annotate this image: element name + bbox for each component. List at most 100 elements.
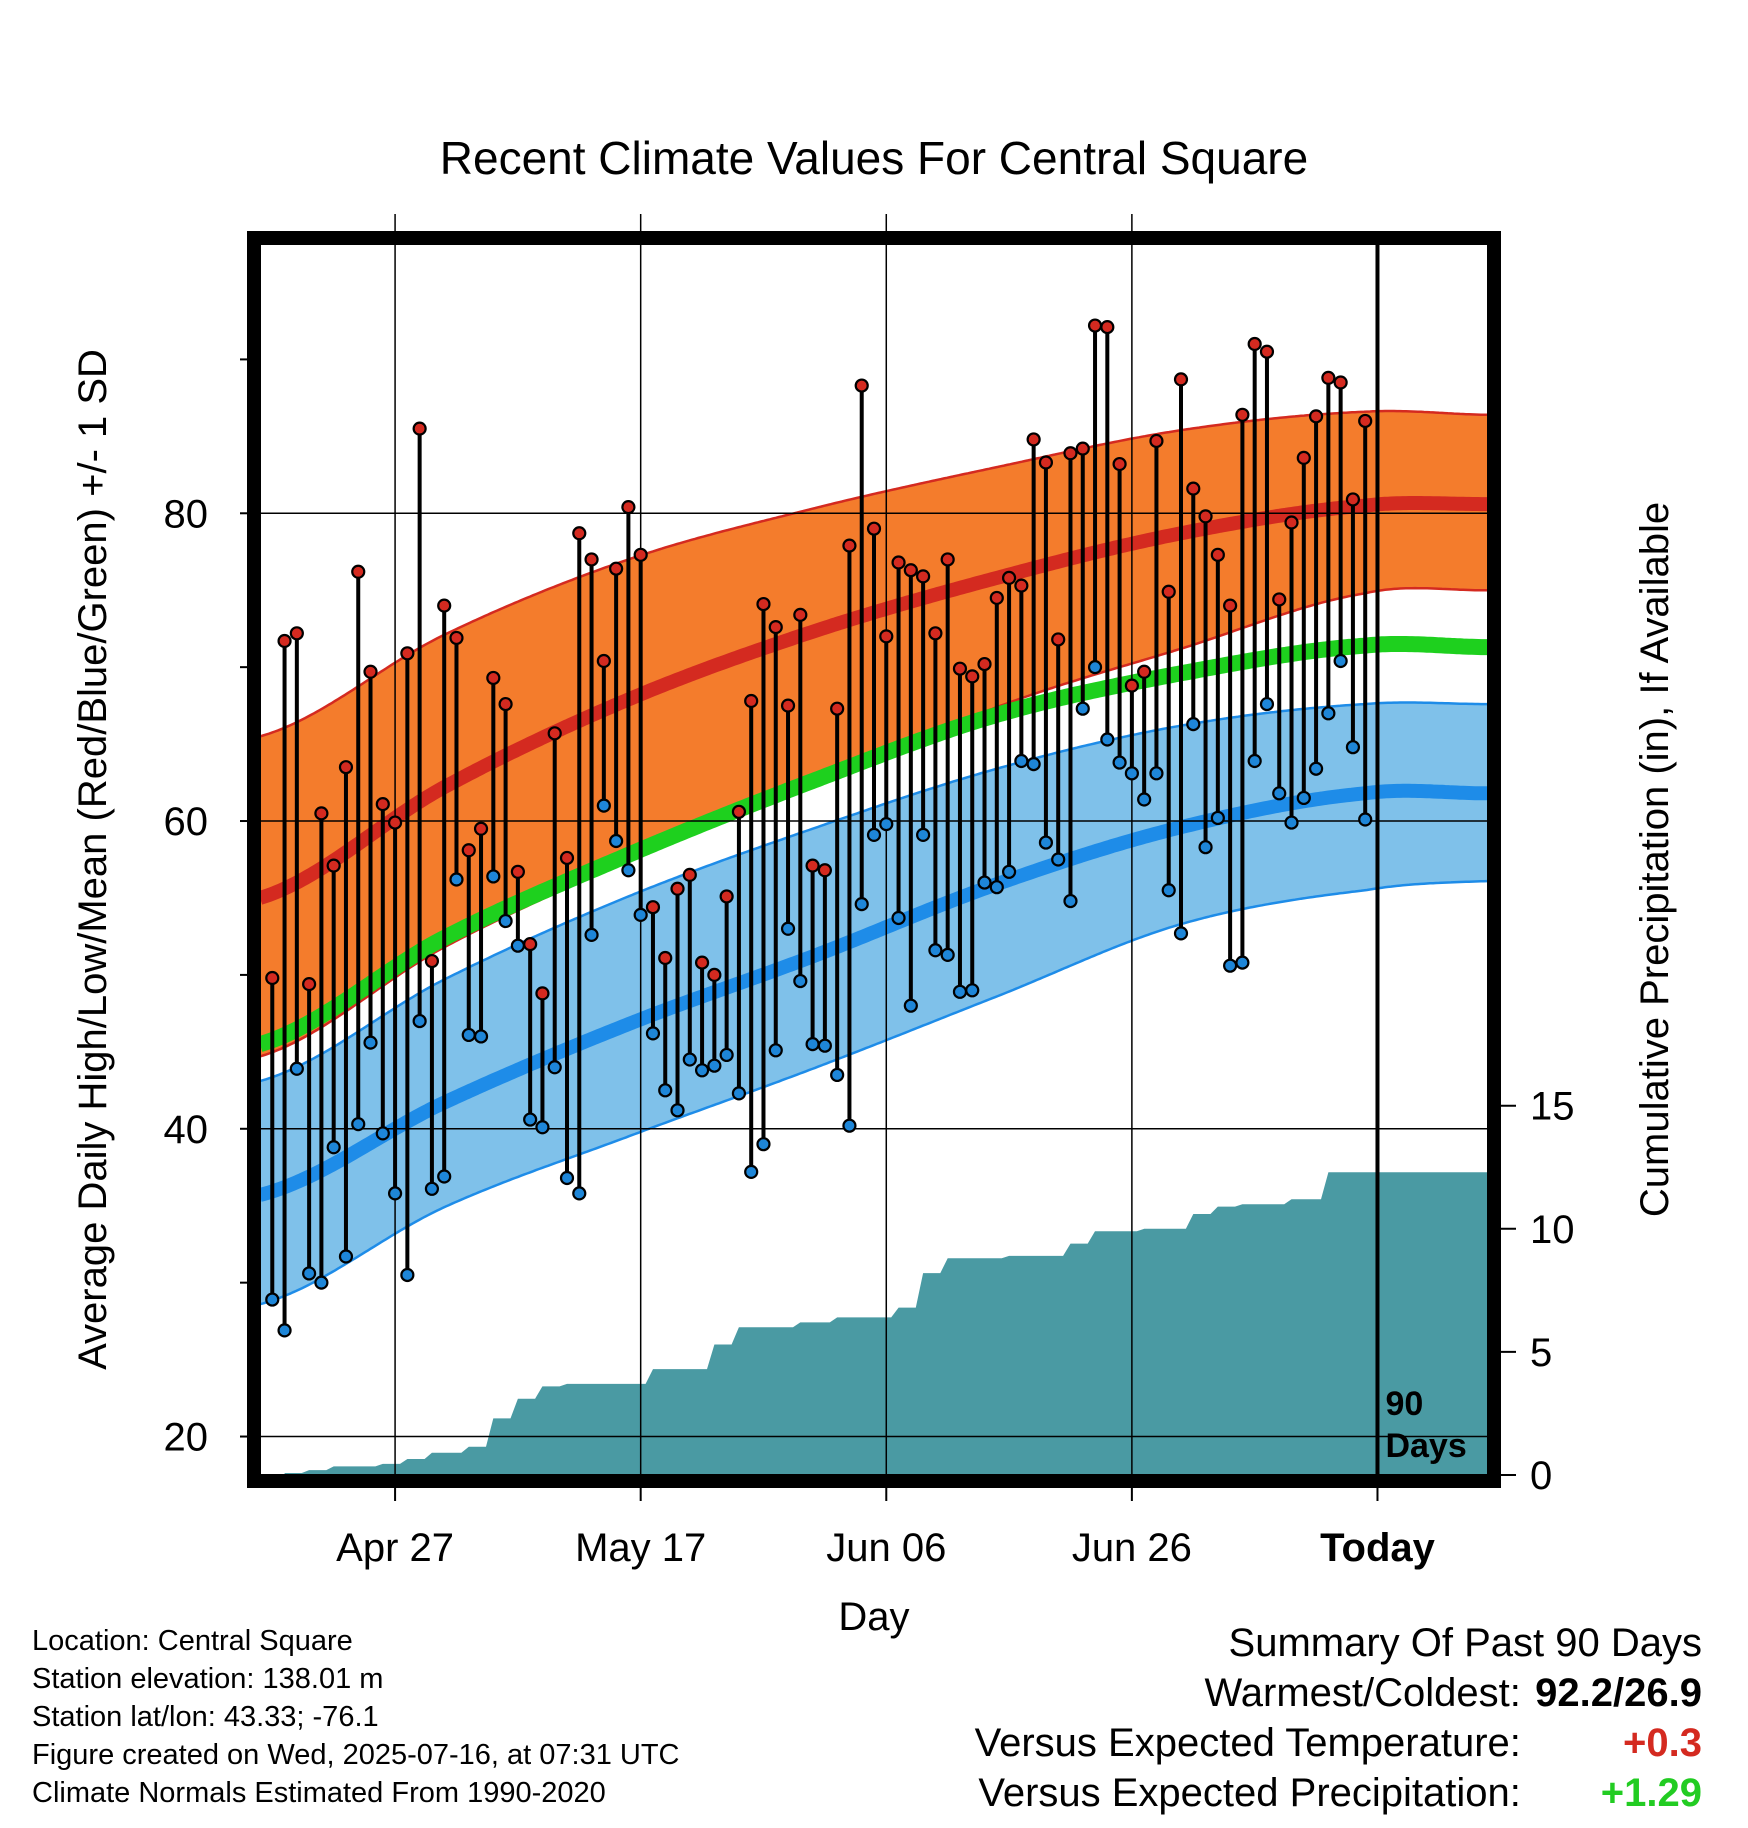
- daily-high-point: [1026, 432, 1041, 447]
- daily-high-point: [1272, 592, 1287, 607]
- daily-low-point: [1333, 653, 1348, 669]
- x-axis-label: Day: [838, 1595, 909, 1639]
- daily-low-point: [1259, 696, 1275, 712]
- daily-low-point: [731, 1086, 747, 1101]
- daily-high-point: [1223, 598, 1238, 613]
- daily-high-point: [645, 900, 661, 915]
- daily-low-point: [682, 1052, 697, 1067]
- daily-low-point: [1001, 864, 1017, 879]
- daily-high-point: [424, 953, 440, 969]
- daily-high-point: [375, 797, 390, 812]
- daily-high-point: [940, 552, 955, 567]
- y-tick-label: 80: [164, 492, 209, 536]
- daily-low-point: [1100, 732, 1115, 747]
- daily-high-point: [584, 552, 599, 567]
- y2-tick-label: 5: [1530, 1331, 1552, 1375]
- daily-high-point: [1345, 492, 1361, 507]
- daily-high-point: [363, 664, 378, 679]
- daily-high-point: [289, 626, 304, 641]
- daily-low-point: [596, 798, 611, 813]
- daily-high-point: [633, 547, 648, 562]
- daily-low-point: [302, 1266, 317, 1281]
- daily-low-point: [891, 910, 906, 926]
- daily-low-point: [277, 1323, 292, 1338]
- daily-low-point: [510, 938, 525, 953]
- daily-low-point: [1014, 753, 1029, 769]
- daily-high-point: [658, 950, 673, 966]
- daily-low-point: [1247, 753, 1262, 769]
- summary-panel: Summary Of Past 90 Days Warmest/Coldest:…: [975, 1618, 1702, 1818]
- y-axis-label: Average Daily High/Low/Mean (Red/Blue/Gr…: [71, 349, 115, 1370]
- daily-low-point: [1112, 755, 1127, 770]
- daily-high-point: [461, 843, 476, 858]
- daily-high-point: [1051, 632, 1066, 647]
- created-text: Figure created on Wed, 2025-07-16, at 07…: [32, 1739, 680, 1771]
- daily-high-point: [265, 970, 280, 986]
- daily-low-point: [1087, 660, 1103, 675]
- daily-low-point: [1272, 786, 1287, 801]
- daily-low-point: [1345, 740, 1361, 755]
- daily-low-point: [1026, 756, 1041, 772]
- daily-high-point: [707, 967, 722, 983]
- daily-high-point: [338, 760, 354, 775]
- daily-high-point: [535, 986, 550, 1001]
- daily-low-point: [805, 1037, 820, 1052]
- daily-low-point: [326, 1140, 341, 1155]
- y2-tick-label: 15: [1530, 1085, 1575, 1129]
- daily-high-point: [1321, 370, 1336, 385]
- daily-low-point: [584, 927, 599, 942]
- today-marker-label: Days: [1385, 1427, 1466, 1465]
- latlon-text: Station lat/lon: 43.33; -76.1: [32, 1701, 379, 1733]
- daily-low-point: [1124, 766, 1139, 781]
- warmest-value: 92.2/26.9: [1535, 1671, 1702, 1715]
- daily-high-point: [1284, 515, 1299, 530]
- daily-high-point: [412, 421, 427, 436]
- summary-warmest-row: Warmest/Coldest: 92.2/26.9: [975, 1668, 1703, 1718]
- chart-title: Recent Climate Values For Central Square: [440, 132, 1308, 184]
- daily-low-point: [965, 983, 980, 998]
- daily-low-point: [744, 1164, 759, 1179]
- daily-low-point: [793, 973, 808, 989]
- daily-high-point: [400, 646, 415, 661]
- x-tick-label: Today: [1320, 1526, 1436, 1570]
- daily-high-point: [756, 596, 771, 612]
- daily-low-point: [1223, 958, 1238, 973]
- daily-high-point: [473, 821, 489, 836]
- daily-low-point: [952, 984, 968, 999]
- daily-low-point: [621, 863, 636, 878]
- daily-high-point: [805, 858, 820, 873]
- temp-deviation-label: Versus Expected Temperature:: [974, 1721, 1521, 1765]
- daily-high-point: [596, 653, 611, 669]
- daily-low-point: [314, 1275, 329, 1290]
- daily-low-point: [449, 872, 464, 887]
- daily-high-point: [326, 858, 341, 873]
- daily-low-point: [842, 1118, 857, 1133]
- daily-low-point: [351, 1117, 366, 1132]
- normal-low-line: [258, 783, 1487, 1202]
- daily-high-point: [1333, 375, 1348, 390]
- daily-low-point: [879, 817, 894, 832]
- low-sd-lower-edge: [259, 879, 1488, 1306]
- daily-high-point: [866, 521, 882, 536]
- summary-temp-row: Versus Expected Temperature: +0.3: [975, 1718, 1702, 1768]
- daily-low-point: [780, 921, 796, 936]
- plot-frame: [247, 231, 1501, 1488]
- daily-low-point: [1198, 840, 1213, 855]
- daily-low-point: [658, 1083, 673, 1098]
- daily-low-point: [916, 827, 931, 842]
- daily-high-point: [977, 656, 992, 672]
- daily-low-point: [756, 1137, 771, 1152]
- daily-high-point: [1247, 336, 1262, 352]
- daily-low-point: [424, 1181, 440, 1196]
- daily-high-point: [682, 867, 697, 882]
- y2-axis-label: Cumulative Precipitation (in), If Availa…: [1633, 502, 1677, 1217]
- daily-low-point: [645, 1026, 661, 1041]
- daily-high-point: [449, 630, 464, 646]
- precip-deviation-value: +1.29: [1600, 1771, 1702, 1815]
- daily-low-point: [338, 1249, 354, 1264]
- daily-high-point: [1112, 456, 1127, 472]
- daily-high-point: [780, 698, 796, 713]
- daily-high-point: [1137, 664, 1152, 679]
- daily-high-point: [1173, 372, 1189, 387]
